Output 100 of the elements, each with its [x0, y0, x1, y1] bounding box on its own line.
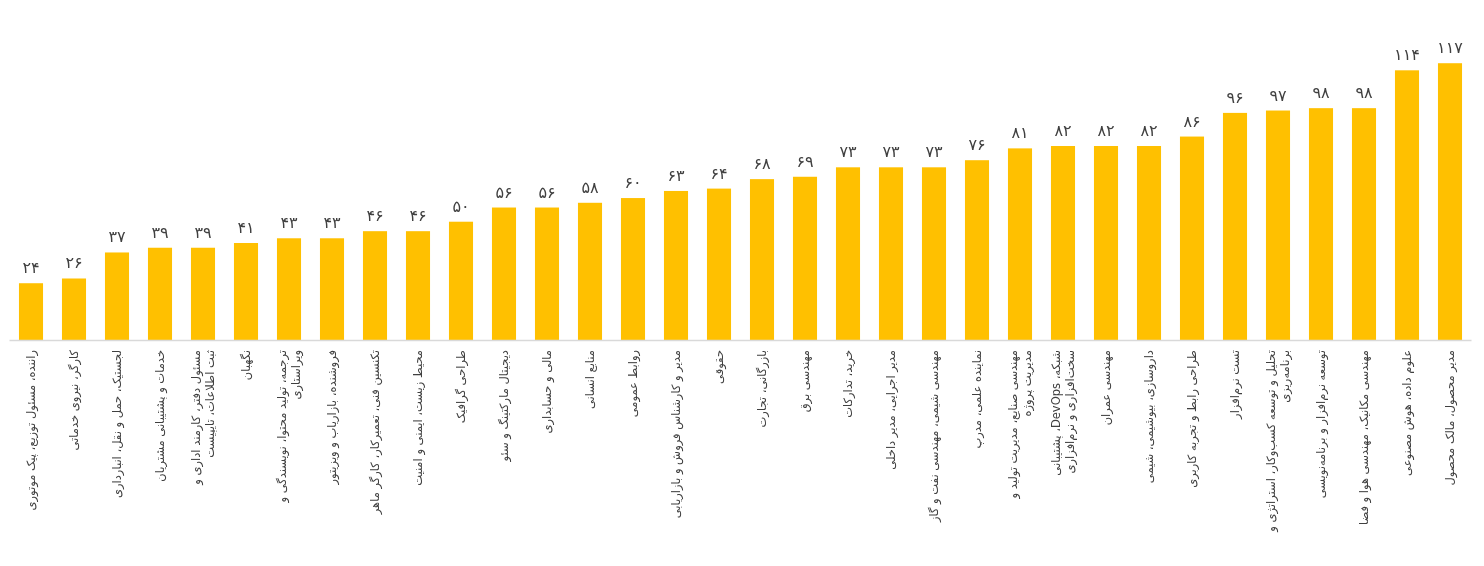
bar [276, 238, 302, 340]
data-label: ۸۲ [1054, 121, 1072, 141]
x-tick-label: مدیر و کارشناس فروش و بازاریابی [669, 350, 684, 519]
data-label: ۱۱۷ [1437, 38, 1464, 58]
bar [534, 207, 560, 340]
x-tick-label: مهندسی مکانیک، مهندسی هوا و فضا [1357, 350, 1372, 526]
x-tick-label: مهندسی برق [798, 350, 813, 413]
x-tick-label: طراحی گرافیک [454, 350, 469, 424]
bar [362, 231, 388, 340]
bar [491, 207, 517, 340]
data-label: ۹۷ [1269, 85, 1287, 105]
bar [663, 190, 689, 340]
bar [1437, 63, 1463, 340]
bar [104, 252, 130, 340]
bar [1265, 110, 1291, 340]
bar [1136, 146, 1162, 340]
data-label: ۶۳ [667, 165, 685, 185]
x-tick-label: شبکه، DevOps، پشتیبانی سخت‌افزاری و نرم‌افزاری [1049, 350, 1078, 476]
x-tick-label: منابع انسانی [583, 350, 597, 410]
x-tick-label: ترجمه، تولید محتوا، نویسندگی و ویراستاری [275, 350, 304, 504]
bar [1394, 70, 1420, 340]
x-tick-label: فروشنده، بازاریاب و ویزیتور [325, 350, 340, 486]
bar [319, 238, 345, 340]
data-label: ۹۶ [1226, 87, 1244, 107]
bar [1308, 108, 1334, 340]
x-tick-label: مدیر محصول، مالک محصول [1443, 350, 1458, 486]
data-label: ۴۳ [323, 213, 341, 233]
x-tick-label: روابط عمومی [626, 350, 641, 418]
bar [792, 176, 818, 340]
x-tick-label: خرید، تدارکات [841, 350, 856, 418]
x-tick-label: لجستیک، حمل و نقل، انبارداری [110, 350, 125, 499]
data-label: ۴۶ [409, 206, 427, 226]
x-tick-label: علوم داده، هوش مصنوعی [1400, 350, 1415, 476]
x-tick-label: محیط زیست، ایمنی و امنیت [411, 350, 426, 486]
data-label: ۷۳ [925, 142, 943, 162]
bar [18, 283, 44, 340]
bar [1351, 108, 1377, 340]
x-tick-label: مهندسی صنایع، مدیریت تولید و مدیریت پروژه [1006, 350, 1035, 500]
bar [1179, 136, 1205, 340]
bar [61, 278, 87, 340]
x-tick-label: دیجیتال مارکتینگ و سئو [497, 350, 512, 463]
data-label: ۶۴ [710, 163, 728, 183]
bar [620, 198, 646, 340]
x-tick-label: داروسازی، بیوشیمی، شیمی [1142, 350, 1157, 484]
x-tick-label: مدیر اجرایی، مدیر داخلی [884, 350, 899, 470]
x-tick-label: تحلیل و توسعه کسب‌وکار، استراتژی و برنامه‌ریزی [1264, 350, 1293, 533]
data-label: ۸۲ [1140, 121, 1158, 141]
x-tick-label: توسعه نرم‌افزار و برنامه‌نویسی [1314, 350, 1329, 499]
x-tick-label: راننده، مسئول توزیع، پیک موتوری [24, 350, 39, 511]
data-label: ۸۲ [1097, 121, 1115, 141]
x-tick-label: نگهبان [239, 350, 253, 381]
bar [190, 247, 216, 340]
data-label: ۷۳ [882, 142, 900, 162]
x-tick-label: طراحی رابط و تجربه کاربری [1185, 350, 1200, 488]
bar [405, 231, 431, 340]
bar [1050, 146, 1076, 340]
data-label: ۹۸ [1312, 83, 1330, 103]
bar [706, 188, 732, 340]
bar [921, 167, 947, 340]
data-label: ۴۶ [366, 206, 384, 226]
data-label: ۵۰ [452, 196, 470, 216]
x-tick-label: حقوقی [712, 350, 727, 384]
data-label: ۶۰ [624, 173, 642, 193]
x-tick-label: مالی و حسابداری [540, 350, 555, 434]
data-label: ۵۶ [538, 182, 556, 202]
data-label: ۴۱ [237, 218, 255, 238]
x-tick-label: تکنسین فنی، تعمیرکار، کارگر ماهر [368, 350, 383, 516]
bar [448, 221, 474, 340]
x-tick-label: کارگر، نیروی خدماتی [67, 349, 82, 451]
bar [577, 202, 603, 340]
x-tick-label: مسئول دفتر، کارمند اداری و ثبت اطلاعات، تایپیست [189, 350, 217, 486]
bar [835, 167, 861, 340]
data-label: ۶۸ [753, 154, 771, 174]
data-label: ۸۱ [1011, 123, 1029, 143]
x-tick-label: بازرگانی، تجارت [755, 350, 770, 428]
data-label: ۲۶ [65, 253, 83, 273]
x-tick-label: مهندسی عمران [1099, 350, 1114, 426]
bar [1222, 112, 1248, 340]
data-label: ۹۸ [1355, 83, 1373, 103]
data-label: ۳۹ [194, 222, 212, 242]
data-label: ۸۶ [1183, 111, 1201, 131]
data-label: ۳۹ [151, 222, 169, 242]
x-tick-label: مهندسی شیمی، مهندسی نفت و گاز [927, 350, 942, 524]
bar [964, 160, 990, 340]
bar [233, 243, 259, 340]
data-label: ۳۷ [108, 227, 126, 247]
bar [147, 247, 173, 340]
x-tick-label: خدمات و پشتیبانی مشتریان [153, 350, 168, 482]
data-label: ۷۳ [839, 142, 857, 162]
data-label: ۱۱۴ [1394, 45, 1420, 65]
data-label: ۵۶ [495, 182, 513, 202]
data-label: ۲۴ [22, 258, 40, 278]
x-tick-label: تست نرم‌افزار [1228, 350, 1243, 420]
x-tick-label: نماینده علمی، مدرپ [970, 350, 985, 449]
data-label: ۷۶ [968, 135, 986, 155]
data-label: ۵۸ [581, 177, 599, 197]
bar [878, 167, 904, 340]
bar [749, 179, 775, 340]
data-label: ۶۹ [796, 151, 814, 171]
bar [1093, 146, 1119, 340]
